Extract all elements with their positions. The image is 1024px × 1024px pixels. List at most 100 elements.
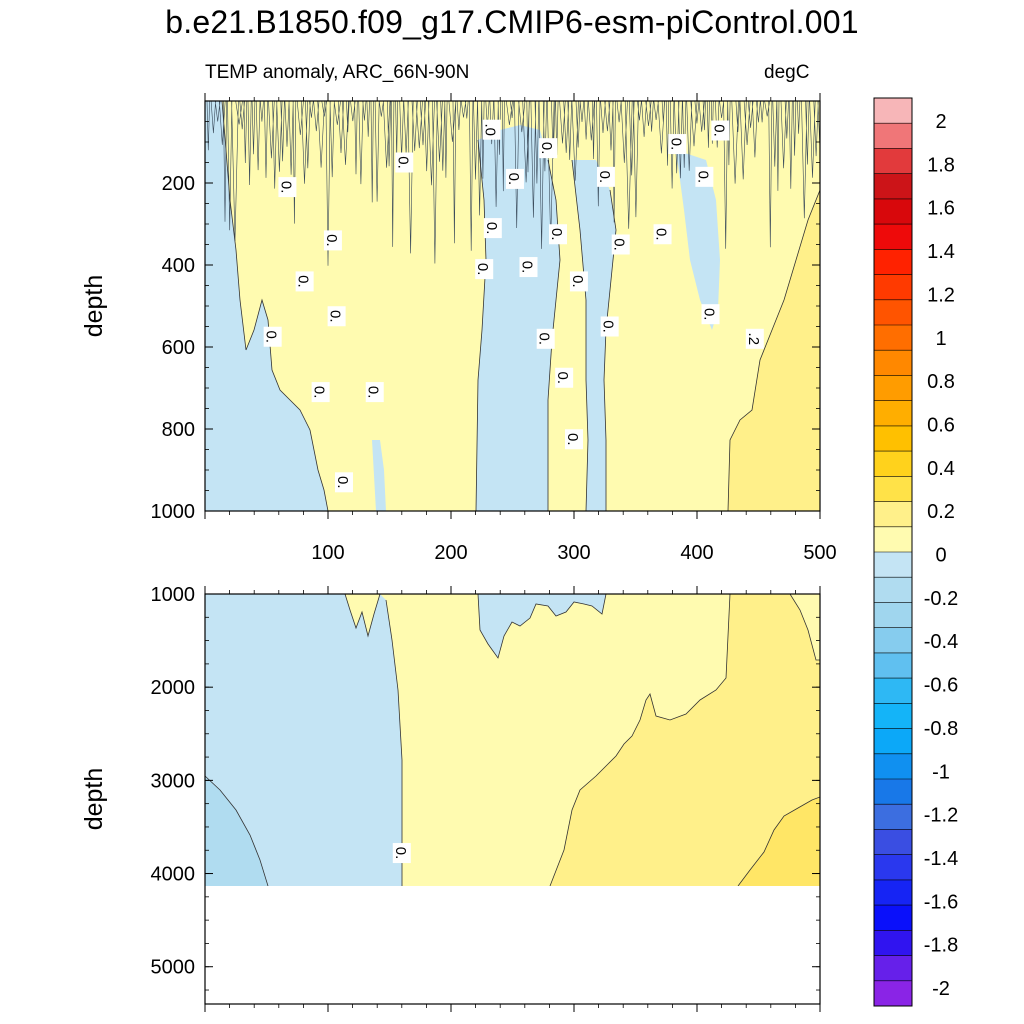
colorbar-label: 1.8	[927, 154, 955, 176]
upper-panel-warm-region-east	[728, 190, 820, 511]
contour-label-text: 0.	[701, 308, 718, 321]
colorbar-label: 0	[935, 545, 946, 567]
panel-subtitle-variable: TEMP anomaly, ARC_66N-90N	[205, 62, 470, 83]
y-tick-label: 400	[162, 255, 195, 277]
colorbar-swatch	[874, 400, 912, 427]
contour-label: 0.	[538, 138, 558, 159]
contour-label: 0.	[394, 152, 414, 173]
lower-panel-axes: 1000 2000 3000 4000 5000 depth	[80, 584, 821, 1012]
lower-panel-negative-region-west	[205, 594, 402, 886]
contour-label: 0.	[263, 326, 282, 347]
lower-panel-warm-contour	[549, 594, 820, 886]
y-tick-label: 5000	[151, 957, 196, 979]
contour-label-background	[653, 224, 672, 245]
colorbar-swatch	[874, 274, 912, 301]
colorbar-label: 0.4	[927, 458, 955, 480]
contour-label-text: 0.	[554, 371, 571, 384]
contour-label: 0.	[277, 177, 297, 198]
contour-label: 0.	[505, 168, 524, 189]
contour-label-background	[569, 271, 588, 292]
colorbar-label: 0.2	[927, 501, 955, 523]
contour-label-text: 0.	[394, 156, 411, 169]
contour-label-text: 0.	[653, 228, 670, 241]
contour-label-text: 0.	[710, 124, 727, 137]
colorbar-swatch	[874, 249, 912, 275]
contour-label-text: 0.	[548, 228, 565, 241]
contour-label-background	[695, 166, 714, 187]
contour-label: 0.	[596, 166, 615, 187]
contour-label-text: 0.	[365, 386, 382, 399]
y-tick-label: 4000	[151, 864, 196, 886]
y-tick-label: 600	[162, 337, 195, 359]
upper-panel-zero-contour	[221, 101, 329, 511]
contour-label-background	[278, 177, 297, 198]
upper-panel-axes: 200 400 600 800 1000 100 200 300 400 500 depth	[80, 93, 837, 564]
contour-label-background	[549, 224, 568, 245]
x-tick-label: 400	[680, 542, 713, 564]
colorbar-swatch	[874, 123, 912, 149]
colorbar-swatch	[874, 299, 912, 326]
x-tick-label: 100	[311, 542, 344, 564]
contour-label-text: 0.	[277, 181, 294, 194]
contour-label-background	[311, 382, 330, 403]
lower-panel-deep-contour	[205, 775, 269, 886]
contour-label: 0.	[653, 224, 672, 245]
colorbar-label: -1.2	[924, 805, 958, 827]
contour-label-text: 0.	[483, 222, 500, 235]
lower-panel-frame	[204, 593, 821, 1005]
colorbar-swatch	[874, 829, 912, 855]
upper-panel-zero-contour-center	[475, 139, 561, 511]
contour-label: 0.	[600, 316, 619, 337]
colorbar-swatch	[874, 627, 912, 654]
contour-label-text: 0.	[295, 275, 312, 288]
contour-label-background	[327, 306, 346, 327]
upper-panel-contour-labels: .0 0. 0. 0. 0. 0. 0. 0. 0. 0. 0. 0. 0. 0. 0. 0. 0. 0. 0. 0.…	[263, 119, 764, 493]
lower-panel: 0.	[205, 594, 820, 886]
contour-label: 0.	[554, 367, 574, 388]
contour-label-background	[539, 138, 558, 159]
colorbar-swatch	[874, 501, 912, 528]
colorbar-label: -1.6	[924, 891, 958, 913]
contour-label-background	[701, 304, 720, 325]
colorbar-swatch	[874, 602, 912, 628]
colorbar-swatch	[874, 980, 912, 1007]
lower-panel-warm-region	[550, 594, 820, 886]
upper-panel: .0 0. 0. 0. 0. 0. 0. 0. 0. 0. 0. 0. 0. 0. 0. 0. 0. 0. 0. 0.…	[205, 101, 820, 511]
contour-label-text: 0.	[334, 476, 351, 489]
colorbar-swatch	[874, 451, 912, 477]
contour-label-background	[711, 120, 730, 141]
contour-label: 0.	[548, 224, 568, 245]
colorbar-label: -2	[932, 978, 950, 1000]
upper-panel-negative-region-far-east	[676, 150, 720, 330]
colorbar-swatch	[874, 350, 912, 376]
lower-panel-zero-contour	[344, 594, 607, 886]
contour-label-background	[745, 328, 764, 349]
contour-label-background	[596, 166, 615, 187]
y-axis-label: depth	[80, 768, 108, 831]
contour-label-background	[600, 316, 619, 337]
contour-label: 0.	[392, 843, 411, 864]
contour-label-background	[519, 257, 538, 278]
contour-label-text: 0.	[505, 173, 522, 186]
contour-label: 0.	[323, 230, 342, 251]
contour-label: 0.	[327, 306, 346, 327]
colorbar-swatch	[874, 779, 912, 805]
contour-label: 0.	[365, 382, 384, 403]
colorbar-label: -1	[932, 761, 950, 783]
contour-label: 0.	[694, 166, 714, 187]
colorbar-swatch	[874, 678, 912, 704]
colorbar-swatch	[874, 955, 912, 982]
contour-label-text: 0.	[327, 310, 344, 323]
colorbar-swatch	[874, 753, 912, 780]
contour-label-background	[323, 230, 342, 251]
colorbar-label: -1.8	[924, 935, 958, 957]
colorbar-swatch	[874, 375, 912, 401]
contour-label: 0.	[611, 234, 630, 255]
contour-label-background	[263, 326, 282, 347]
contour-label-text: .0	[482, 123, 499, 136]
contour-label-text: 0.	[538, 142, 555, 155]
contour-label-text: .2	[745, 333, 762, 346]
contour-label-background	[611, 234, 630, 255]
colorbar-swatch	[874, 879, 912, 906]
